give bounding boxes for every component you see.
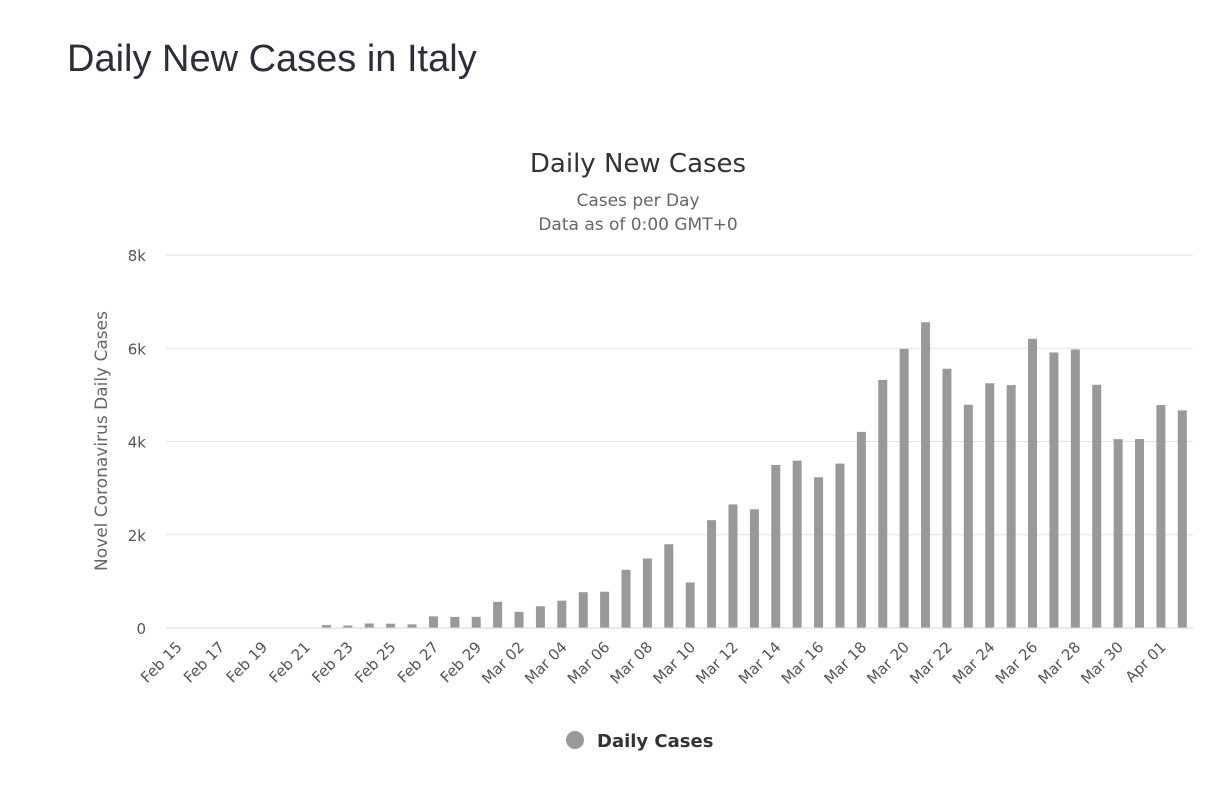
chart-subtitle-line-2: Data as of 0:00 GMT+0 (538, 215, 737, 235)
bar-feb-22[interactable] (321, 625, 331, 628)
bar-mar-06[interactable] (600, 591, 610, 628)
bar-mar-24[interactable] (985, 383, 995, 628)
x-tick-label: Feb 19 (223, 638, 271, 686)
x-tick-label: Mar 04 (521, 638, 571, 688)
x-tick-label: Feb 17 (180, 638, 228, 686)
bar-mar-27[interactable] (1049, 352, 1059, 628)
x-tick-label: Mar 30 (1077, 638, 1127, 688)
bar-mar-04[interactable] (557, 600, 567, 628)
bar-mar-10[interactable] (685, 582, 695, 628)
bar-mar-18[interactable] (856, 431, 866, 628)
bar-feb-26[interactable] (407, 624, 417, 628)
y-tick-label: 2k (128, 527, 147, 545)
bar-mar-14[interactable] (771, 464, 781, 628)
bar-mar-21[interactable] (921, 322, 931, 628)
x-tick-label: Mar 26 (992, 638, 1042, 688)
x-tick-label: Feb 21 (266, 638, 314, 686)
x-tick-label: Mar 02 (478, 638, 528, 688)
y-tick-label: 6k (128, 340, 147, 358)
x-tick-label: Feb 27 (394, 638, 442, 686)
legend-swatch-daily-cases[interactable] (566, 731, 584, 749)
x-tick-label: Mar 06 (564, 638, 614, 688)
bar-mar-07[interactable] (621, 569, 631, 628)
bar-mar-12[interactable] (728, 504, 738, 628)
bar-apr-01[interactable] (1156, 405, 1166, 628)
bar-mar-26[interactable] (1028, 338, 1038, 628)
bar-feb-29[interactable] (471, 616, 481, 628)
bar-feb-28[interactable] (450, 616, 460, 628)
x-tick-label: Mar 16 (778, 638, 828, 688)
bar-mar-02[interactable] (514, 611, 524, 628)
chart-subtitle-line-1: Cases per Day (576, 191, 699, 211)
x-tick-label: Mar 24 (949, 638, 999, 688)
page-heading: Daily New Cases in Italy (67, 38, 477, 80)
bar-feb-27[interactable] (428, 616, 438, 628)
bar-mar-13[interactable] (749, 509, 759, 628)
x-tick-label: Mar 08 (607, 638, 657, 688)
x-tick-label: Apr 01 (1122, 638, 1170, 686)
x-tick-label: Feb 25 (351, 638, 399, 686)
bar-mar-08[interactable] (642, 558, 652, 628)
bar-mar-16[interactable] (814, 477, 824, 628)
bar-mar-31[interactable] (1135, 439, 1145, 628)
bar-mar-15[interactable] (792, 460, 802, 628)
bar-feb-24[interactable] (364, 623, 374, 628)
bar-mar-28[interactable] (1070, 349, 1080, 628)
y-tick-label: 4k (128, 434, 147, 452)
legend-label-daily-cases[interactable]: Daily Cases (597, 731, 713, 752)
bar-mar-05[interactable] (578, 592, 588, 628)
x-tick-label: Mar 18 (821, 638, 871, 688)
x-tick-label: Feb 15 (137, 638, 185, 686)
x-tick-label: Mar 28 (1035, 638, 1085, 688)
chart-title: Daily New Cases (530, 149, 746, 179)
bar-mar-22[interactable] (942, 368, 952, 628)
bar-feb-25[interactable] (386, 623, 396, 628)
x-tick-label: Feb 29 (437, 638, 485, 686)
x-tick-label: Mar 20 (863, 638, 913, 688)
grid-lines (166, 254, 1193, 536)
bar-mar-30[interactable] (1113, 439, 1123, 628)
y-tick-label: 0 (136, 620, 146, 638)
bar-mar-17[interactable] (835, 463, 845, 628)
bar-mar-03[interactable] (535, 606, 545, 628)
bar-mar-19[interactable] (878, 379, 888, 628)
x-tick-label: Mar 22 (906, 638, 956, 688)
bar-apr-02[interactable] (1177, 410, 1187, 628)
bar-feb-23[interactable] (343, 625, 353, 628)
bar-mar-23[interactable] (963, 404, 973, 628)
x-tick-label: Mar 14 (735, 638, 785, 688)
bar-mar-09[interactable] (664, 544, 674, 628)
y-axis-ticks: 0 2k 4k 6k 8k (128, 247, 147, 638)
bar-series (321, 322, 1187, 628)
bar-mar-01[interactable] (493, 601, 503, 628)
x-tick-label: Mar 12 (692, 638, 742, 688)
bar-mar-11[interactable] (707, 520, 717, 628)
y-tick-label: 8k (128, 247, 147, 265)
x-tick-label: Mar 10 (649, 638, 699, 688)
y-axis-title: Novel Coronavirus Daily Cases (92, 311, 112, 571)
bar-mar-25[interactable] (1006, 385, 1016, 628)
bar-mar-20[interactable] (899, 348, 909, 628)
bar-mar-29[interactable] (1092, 384, 1102, 628)
x-tick-label: Feb 23 (308, 638, 356, 686)
legend[interactable]: Daily Cases (566, 731, 713, 752)
